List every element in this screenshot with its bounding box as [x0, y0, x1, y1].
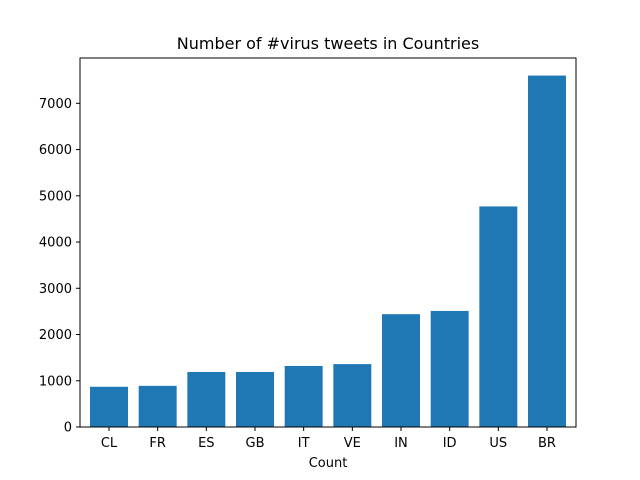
bar-us: [479, 206, 518, 427]
bar-es: [187, 371, 226, 427]
bars-layer: [90, 75, 566, 427]
x-tick-label: FR: [149, 436, 166, 451]
bar-in: [382, 314, 420, 427]
chart-title: Number of #virus tweets in Countries: [177, 34, 479, 53]
x-tick-label: ES: [198, 436, 214, 451]
x-tick-label: GB: [246, 436, 265, 451]
x-tick-label: US: [489, 436, 507, 451]
bar-it: [284, 365, 323, 427]
y-tick-label: 2000: [39, 328, 72, 343]
plot-frame: [79, 57, 577, 428]
y-tick-label: 1000: [39, 374, 72, 389]
bar-id: [430, 310, 469, 427]
y-tick-label: 6000: [39, 143, 72, 158]
x-tick-label: VE: [344, 436, 361, 451]
x-axis-label: Count: [309, 456, 348, 471]
bar-br: [528, 75, 566, 427]
x-axis: CL FR ES GB IT VE IN ID US BR: [101, 427, 556, 451]
y-axis: 0 1000 2000 3000 4000 5000 6000 7000: [39, 97, 80, 436]
y-tick-label: 5000: [39, 189, 72, 204]
x-tick-label: BR: [538, 436, 556, 451]
bar-ve: [333, 364, 372, 427]
bar-gb: [236, 371, 274, 427]
x-tick-label: CL: [101, 436, 118, 451]
x-tick-label: IN: [394, 436, 408, 451]
y-tick-label: 7000: [39, 97, 72, 112]
y-tick-label: 4000: [39, 236, 72, 251]
bar-fr: [138, 385, 177, 427]
x-tick-label: ID: [443, 436, 457, 451]
y-tick-label: 3000: [39, 282, 72, 297]
x-tick-label: IT: [298, 436, 310, 451]
bar-cl: [90, 386, 128, 427]
y-tick-label: 0: [64, 421, 72, 436]
